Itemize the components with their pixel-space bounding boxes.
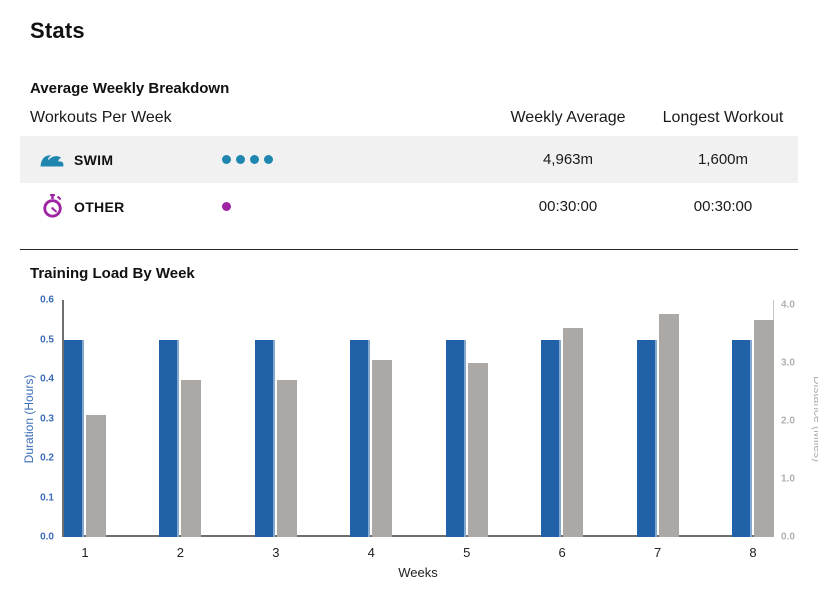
section-divider — [20, 249, 798, 250]
breakdown-heading: Average Weekly Breakdown — [30, 80, 230, 97]
table-row-other: OTHER 00:30:00 00:30:00 — [20, 183, 798, 230]
chart-title: Training Load By Week — [30, 265, 195, 282]
workout-dot — [264, 155, 273, 164]
left-axis-tick: 0.3 — [40, 413, 54, 424]
other-weekly-average: 00:30:00 — [538, 198, 598, 215]
stats-page: Stats Average Weekly Breakdown Workouts … — [20, 18, 818, 584]
left-axis-tick: 0.0 — [40, 531, 54, 543]
right-axis-tick: 3.0 — [781, 357, 795, 369]
distance-bar-week-7 — [658, 313, 679, 537]
distance-bar-week-6 — [563, 328, 584, 537]
workout-dot — [222, 202, 231, 211]
training-load-chart: 0.0 0.1 0.2 0.3 0.4 0.5 0.6 0.0 1.0 2.0 3.0 4.0 Dura… — [20, 292, 818, 584]
table-row-swim: SWIM 4,963m 1,600m — [20, 136, 798, 183]
left-axis-label: Duration (Hours) — [22, 374, 36, 463]
week-tick-label: 8 — [749, 545, 757, 560]
right-axis-tick: 1.0 — [781, 473, 795, 485]
other-label: OTHER — [74, 198, 125, 215]
weekly-breakdown-section: Average Weekly Breakdown Workouts Per We… — [20, 80, 798, 230]
column-header-longest-workout: Longest Workout — [662, 109, 784, 126]
week-tick-label: 7 — [653, 545, 662, 560]
duration-bar-week-4 — [350, 339, 371, 537]
distance-bar-week-3 — [276, 380, 297, 537]
duration-bar-week-3 — [254, 339, 275, 537]
week-tick-label: 6 — [558, 545, 566, 560]
week-tick-label: 1 — [81, 545, 89, 560]
workout-dot — [222, 155, 231, 164]
distance-bar-week-5 — [467, 363, 488, 537]
swim-workout-dots — [222, 155, 273, 164]
workout-dot — [236, 155, 245, 164]
weeks-axis-label: Weeks — [398, 565, 438, 580]
breakdown-table: Workouts Per Week Weekly Average Longest… — [20, 109, 798, 230]
stopwatch-icon — [38, 194, 66, 220]
swim-longest-workout: 1,600m — [697, 151, 749, 168]
other-workout-dots — [222, 202, 231, 211]
swim-label: SWIM — [74, 151, 114, 168]
training-load-section: Training Load By Week 0.0 0.1 0.2 0.3 0.4 0.5… — [20, 265, 818, 584]
right-axis-label: Distance (Miles) — [811, 375, 818, 462]
left-axis-tick: 0.1 — [40, 492, 54, 503]
swim-sport-cell: SWIM — [20, 147, 498, 173]
duration-bar-week-1 — [64, 339, 84, 537]
other-longest-workout: 00:30:00 — [693, 198, 753, 215]
left-axis-tick: 0.6 — [40, 294, 54, 306]
right-axis-tick: 2.0 — [781, 415, 795, 427]
duration-bar-week-8 — [732, 339, 752, 537]
swim-weekly-average: 4,963m — [542, 151, 594, 168]
duration-bar-week-2 — [159, 339, 180, 537]
workout-dot — [250, 155, 259, 164]
distance-bar-week-2 — [181, 380, 202, 537]
right-axis-tick: 0.0 — [781, 531, 795, 543]
distance-bar-week-4 — [372, 360, 393, 537]
week-tick-label: 4 — [367, 545, 375, 560]
week-tick-label: 3 — [272, 545, 280, 560]
distance-bar-week-8 — [754, 319, 774, 537]
left-axis-tick: 0.2 — [40, 452, 54, 464]
week-tick-label: 5 — [463, 545, 471, 560]
breakdown-table-header: Workouts Per Week Weekly Average Longest… — [20, 109, 798, 136]
right-axis-tick: 4.0 — [781, 299, 795, 311]
duration-bar-week-5 — [445, 339, 466, 537]
left-axis-tick: 0.5 — [40, 334, 54, 345]
page-title: Stats — [30, 18, 85, 43]
distance-bar-week-1 — [86, 415, 106, 537]
duration-bar-week-7 — [636, 339, 657, 537]
other-sport-cell: OTHER — [20, 194, 498, 220]
column-header-workouts-per-week: Workouts Per Week — [30, 109, 172, 126]
swim-icon — [38, 147, 66, 173]
left-axis-tick: 0.4 — [40, 373, 54, 385]
week-tick-label: 2 — [176, 545, 185, 560]
column-header-weekly-average: Weekly Average — [510, 109, 626, 126]
duration-bar-week-6 — [541, 339, 562, 537]
